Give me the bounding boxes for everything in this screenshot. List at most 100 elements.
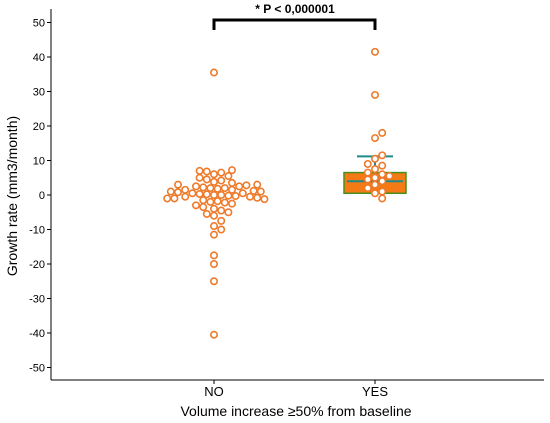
y-tick-label: 40 [33,52,45,64]
data-point [174,180,183,189]
data-point [228,166,237,175]
data-point [210,222,219,231]
data-point [235,182,244,191]
data-point [202,209,211,218]
data-point [256,187,265,196]
data-point [363,175,372,184]
x-tick-label: NO [204,384,224,399]
y-axis: 50 40 30 20 10 0 -10 -20 -30 -40 -50 [29,9,52,380]
data-point [228,178,237,187]
data-point [363,159,372,168]
data-point [217,206,226,215]
data-point [378,161,387,170]
data-point [210,230,219,239]
data-point [220,184,229,193]
significance-label: * P < 0,000001 [255,2,335,16]
y-tick-label: 10 [33,156,45,168]
data-point [249,186,258,195]
data-point [199,196,208,205]
data-point [253,180,262,189]
data-point [210,204,219,213]
data-point [378,187,387,196]
data-point [202,167,211,176]
data-point [370,189,379,198]
data-point [210,330,219,339]
data-point [199,203,208,212]
data-point [370,180,379,189]
data-point [210,259,219,268]
data-point [206,197,215,206]
y-tick-label: -10 [29,225,45,237]
data-point [181,192,190,201]
data-point [378,170,387,179]
y-tick-label: 50 [33,18,45,30]
data-point [238,189,247,198]
data-point [378,177,387,186]
data-point [224,191,233,200]
data-point [213,184,222,193]
data-point [242,181,251,190]
x-axis-title: Volume increase ≥50% from baseline [180,403,411,419]
data-point [166,187,175,196]
data-point [220,198,229,207]
data-point [174,188,183,197]
data-point [195,189,204,198]
plot-area [163,47,407,339]
data-point [210,251,219,260]
data-point [195,166,204,175]
data-point [217,216,226,225]
data-point [213,197,222,206]
data-point [370,154,379,163]
data-point [210,211,219,220]
data-point [260,195,269,204]
data-point [217,225,226,234]
data-point [363,168,372,177]
data-point [202,175,211,184]
y-tick-label: 30 [33,87,45,99]
significance-annotation: * P < 0,000001 [212,2,377,30]
data-point [210,191,219,200]
data-point [217,191,226,200]
significance-bracket [212,18,377,30]
data-point [370,173,379,182]
data-point [210,277,219,286]
data-point [199,183,208,192]
data-point [228,185,237,194]
data-point [210,170,219,179]
data-point [378,151,387,160]
data-point [370,90,379,99]
x-axis: NO YES [51,379,544,399]
data-point [210,177,219,186]
data-point [170,194,179,203]
data-point [217,176,226,185]
y-tick-label: -20 [29,259,45,271]
data-point [192,182,201,191]
data-point [253,193,262,202]
data-point [224,208,233,217]
data-point [246,192,255,201]
data-point [195,173,204,182]
data-point [228,199,237,208]
y-axis-title: Growth rate (mm3/month) [4,116,20,276]
data-point [385,172,394,181]
data-point [370,47,379,56]
data-point [224,172,233,181]
data-point [378,194,387,203]
data-point [188,189,197,198]
data-point [378,128,387,137]
data-point [210,68,219,77]
data-point [206,184,215,193]
y-tick-label: -40 [29,328,45,340]
data-point [192,201,201,210]
data-point [370,165,379,174]
x-tick-label: YES [362,384,388,399]
data-point [363,184,372,193]
data-point [181,185,190,194]
y-tick-label: 20 [33,121,45,133]
data-point [202,190,211,199]
data-point [217,168,226,177]
y-tick-label: -30 [29,294,45,306]
data-point [163,194,172,203]
y-tick-label: 0 [39,190,45,202]
